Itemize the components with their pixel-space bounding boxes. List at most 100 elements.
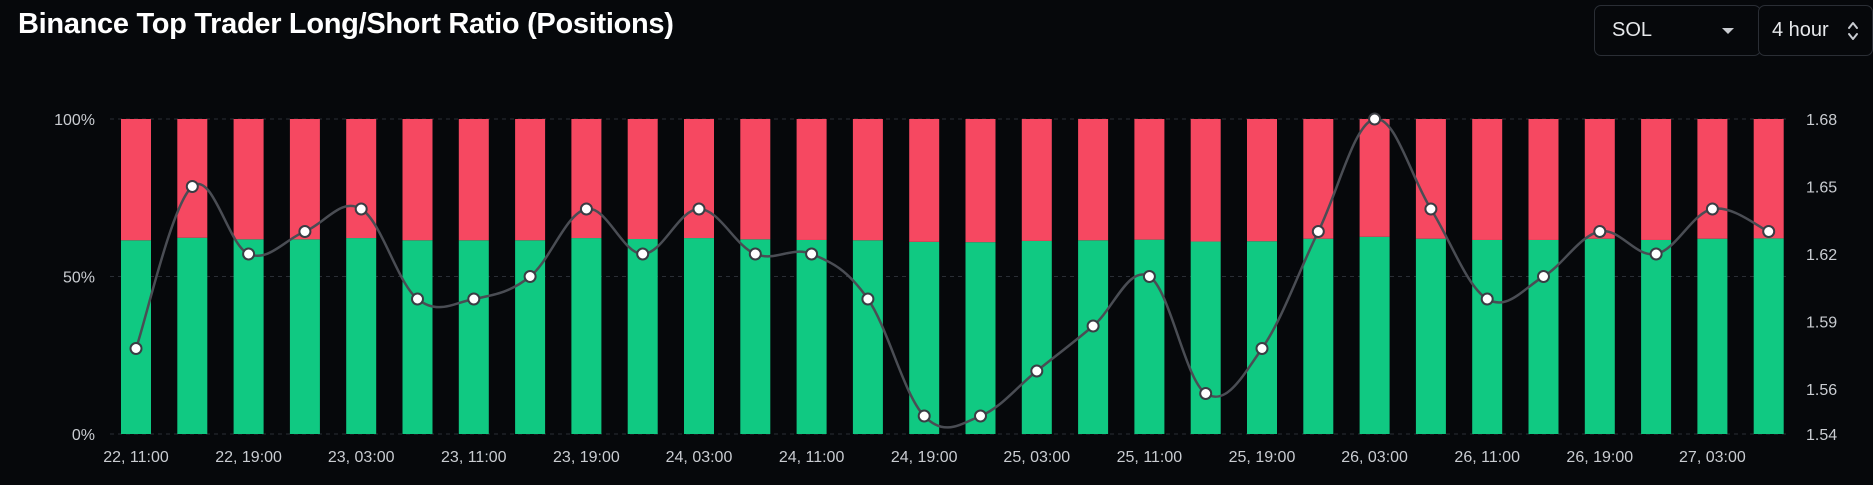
ratio-point: [636, 247, 650, 261]
ratio-point: [1424, 202, 1438, 216]
short-bar: [1303, 119, 1334, 239]
y-left-tick-label: 100%: [54, 112, 95, 129]
short-bar: [909, 119, 940, 242]
short-bar: [458, 119, 489, 241]
short-bar: [1472, 119, 1503, 240]
long-bar: [571, 238, 602, 434]
long-bar: [740, 239, 771, 434]
interval-select-value: 4 hour: [1772, 19, 1829, 41]
x-tick-label: 24, 11:00: [779, 449, 845, 466]
y-left-tick-label: 50%: [63, 270, 95, 287]
ratio-point: [1537, 270, 1550, 283]
short-bar: [852, 119, 883, 241]
x-tick-label: 25, 03:00: [1003, 449, 1070, 466]
x-tick-label: 23, 11:00: [441, 449, 507, 466]
long-bar: [852, 240, 883, 434]
x-tick-label: 22, 19:00: [215, 449, 282, 466]
long-bar: [1247, 241, 1277, 434]
ratio-point: [411, 292, 424, 306]
ratio-point: [974, 409, 987, 423]
ratio-point: [579, 202, 593, 216]
x-tick-label: 27, 03:00: [1679, 449, 1746, 466]
long-bar: [458, 240, 489, 434]
short-bar: [627, 119, 658, 240]
ratio-point: [1480, 292, 1494, 306]
ratio-point: [1593, 225, 1607, 238]
ratio-point: [185, 180, 199, 193]
short-bar: [1134, 119, 1165, 240]
long-bar: [627, 239, 658, 434]
ratio-point: [242, 247, 256, 261]
ratio-point: [1705, 202, 1719, 216]
short-bar: [684, 119, 714, 239]
asset-select-value: SOL: [1612, 19, 1653, 41]
long-bar: [1134, 239, 1165, 434]
chevron-down-icon: [1722, 28, 1734, 34]
ratio-point: [298, 225, 312, 238]
long-bar: [1472, 239, 1503, 434]
long-bar: [909, 241, 940, 434]
long-bar: [1359, 236, 1390, 434]
long-bar: [233, 239, 264, 434]
long-bar: [1584, 238, 1615, 434]
x-tick-label: 23, 03:00: [328, 449, 395, 466]
ratio-point: [129, 342, 143, 355]
x-tick-label: 26, 11:00: [1454, 449, 1520, 466]
ratio-point: [1255, 342, 1269, 355]
y-right-tick-label: 1.62: [1806, 247, 1837, 264]
long-bar: [1303, 238, 1334, 434]
short-bar: [1415, 119, 1446, 239]
short-bar: [1190, 119, 1221, 242]
long-bar: [1415, 238, 1446, 434]
y-right-tick-label: 1.54: [1806, 427, 1837, 444]
long-bar: [515, 240, 546, 434]
ratio-point: [748, 247, 762, 261]
long-bar: [1697, 238, 1728, 434]
short-bar: [515, 119, 546, 241]
ratio-point: [1762, 225, 1776, 238]
short-bar: [571, 119, 602, 239]
short-bar: [1021, 119, 1052, 241]
short-bar: [1753, 119, 1784, 239]
long-bar: [121, 240, 151, 434]
long-bar: [1753, 238, 1784, 434]
short-bar: [1078, 119, 1109, 241]
y-right-tick-label: 1.59: [1806, 315, 1837, 332]
long-bar: [1078, 240, 1109, 434]
interval-select[interactable]: 4 hour: [1758, 5, 1873, 56]
x-tick-label: 23, 19:00: [553, 449, 620, 466]
x-tick-label: 24, 19:00: [891, 449, 958, 466]
ratio-point: [861, 292, 875, 306]
ratio-point: [1311, 225, 1325, 238]
ratio-point: [467, 292, 481, 306]
asset-select[interactable]: SOL: [1594, 5, 1761, 56]
short-bar: [1697, 119, 1728, 239]
long-bar: [346, 238, 377, 434]
y-left-tick-label: 0%: [72, 427, 95, 444]
short-bar: [1247, 119, 1277, 242]
ratio-line: [134, 117, 1770, 429]
page-title: Binance Top Trader Long/Short Ratio (Pos…: [18, 8, 674, 40]
long-bar: [177, 237, 208, 434]
long-bar: [1021, 240, 1052, 434]
ratio-point: [1030, 364, 1044, 378]
short-bar: [1359, 119, 1390, 237]
x-tick-label: 22, 11:00: [103, 449, 169, 466]
ratio-point: [917, 409, 931, 423]
y-right-tick-label: 1.56: [1806, 382, 1837, 399]
ratio-point: [523, 270, 537, 283]
ratio-point: [805, 247, 819, 261]
short-bar: [233, 119, 264, 240]
short-bar: [740, 119, 771, 240]
short-bar: [289, 119, 320, 240]
long-bar: [796, 239, 827, 434]
y-right-tick-label: 1.65: [1806, 180, 1837, 197]
ratio-point: [692, 202, 706, 216]
x-tick-label: 26, 19:00: [1566, 449, 1633, 466]
short-bar: [965, 119, 996, 243]
ratio-point: [1649, 247, 1663, 261]
short-bar: [402, 119, 433, 241]
x-tick-label: 25, 11:00: [1117, 449, 1183, 466]
x-tick-label: 25, 19:00: [1229, 449, 1296, 466]
